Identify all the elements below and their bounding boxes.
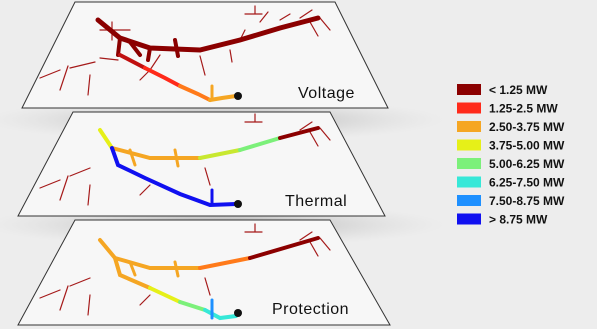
thermal-network xyxy=(39,113,331,208)
legend: < 1.25 MW 1.25-2.5 MW 2.50-3.75 MW 3.75-5.0… xyxy=(457,83,565,227)
legend-swatch xyxy=(457,195,481,206)
legend-label: 5.00-6.25 MW xyxy=(489,157,565,171)
legend-swatch xyxy=(457,213,481,225)
voltage-layer: Voltage xyxy=(21,1,389,109)
legend-swatch xyxy=(457,102,481,114)
legend-swatch xyxy=(457,84,481,95)
legend-label: 2.50-3.75 MW xyxy=(489,120,565,134)
protection-layer: Protection xyxy=(17,219,391,326)
legend-label: < 1.25 MW xyxy=(489,83,548,97)
thermal-layer: Thermal xyxy=(17,111,386,217)
legend-label: 6.25-7.50 MW xyxy=(489,176,565,190)
legend-swatch xyxy=(457,158,481,169)
substation-node xyxy=(234,200,242,208)
voltage-label: Voltage xyxy=(298,85,355,102)
legend-swatch xyxy=(457,121,481,132)
legend-label: 1.25-2.5 MW xyxy=(489,102,558,116)
protection-network xyxy=(39,223,331,321)
thermal-plane xyxy=(17,111,386,217)
legend-label: 3.75-5.00 MW xyxy=(489,139,565,153)
substation-node xyxy=(234,92,242,100)
protection-label: Protection xyxy=(272,301,349,318)
legend-label: > 8.75 MW xyxy=(489,213,548,227)
substation-node xyxy=(234,309,242,317)
legend-swatch xyxy=(457,139,481,151)
legend-swatch xyxy=(457,176,481,188)
voltage-network xyxy=(39,5,331,102)
thermal-label: Thermal xyxy=(285,193,347,210)
voltage-plane xyxy=(21,1,389,109)
legend-label: 7.50-8.75 MW xyxy=(489,194,565,208)
